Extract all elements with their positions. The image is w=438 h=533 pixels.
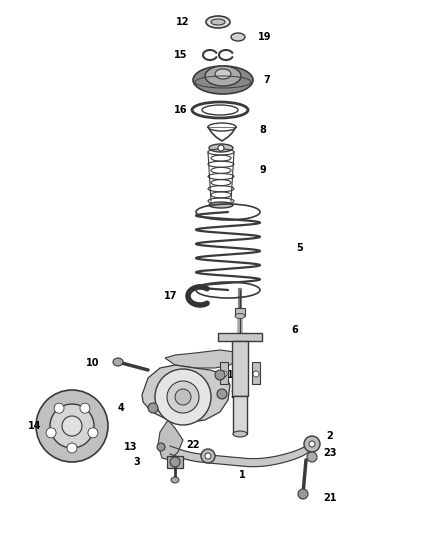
Bar (220, 362, 228, 384)
Bar (235, 308, 245, 316)
Circle shape (167, 381, 199, 413)
Circle shape (62, 416, 82, 436)
Text: 8: 8 (260, 125, 266, 135)
Text: 17: 17 (164, 291, 178, 301)
Bar (232, 341, 248, 396)
Ellipse shape (209, 144, 233, 152)
Ellipse shape (235, 313, 245, 319)
Circle shape (157, 443, 165, 451)
Text: 14: 14 (28, 421, 42, 431)
Ellipse shape (233, 431, 247, 437)
Ellipse shape (231, 33, 245, 41)
Circle shape (201, 449, 215, 463)
Circle shape (215, 370, 225, 380)
Circle shape (221, 371, 227, 377)
Circle shape (304, 436, 320, 452)
Circle shape (298, 489, 308, 499)
Circle shape (80, 403, 90, 413)
Text: 11: 11 (227, 370, 241, 380)
Text: 12: 12 (176, 17, 190, 27)
Text: 2: 2 (327, 431, 333, 441)
Circle shape (170, 457, 180, 467)
Circle shape (46, 428, 56, 438)
Text: 23: 23 (323, 448, 337, 458)
Circle shape (50, 404, 94, 448)
Ellipse shape (113, 358, 123, 366)
Text: 16: 16 (174, 105, 188, 115)
Circle shape (67, 443, 77, 453)
Ellipse shape (209, 202, 233, 208)
Circle shape (155, 369, 211, 425)
Text: 13: 13 (124, 442, 138, 452)
Polygon shape (158, 420, 183, 460)
Circle shape (175, 389, 191, 405)
Text: 7: 7 (264, 75, 270, 85)
Ellipse shape (215, 69, 231, 79)
Text: 9: 9 (260, 165, 266, 175)
Text: 21: 21 (323, 493, 337, 503)
Text: 6: 6 (292, 325, 298, 335)
Ellipse shape (171, 477, 179, 483)
Polygon shape (170, 441, 310, 467)
Text: 20: 20 (230, 390, 244, 400)
Text: 22: 22 (186, 440, 200, 450)
Bar (167, 456, 183, 468)
Text: 19: 19 (258, 32, 272, 42)
Text: 15: 15 (174, 50, 188, 60)
Text: 3: 3 (134, 457, 140, 467)
Circle shape (217, 389, 227, 399)
Text: 5: 5 (297, 243, 304, 253)
Text: 1: 1 (239, 470, 245, 480)
Text: 4: 4 (118, 403, 124, 413)
Ellipse shape (205, 66, 241, 86)
Circle shape (307, 452, 317, 462)
Circle shape (88, 428, 98, 438)
Ellipse shape (211, 19, 225, 25)
Text: 10: 10 (86, 358, 100, 368)
Circle shape (148, 403, 158, 413)
Circle shape (253, 371, 259, 377)
Bar (252, 362, 260, 384)
Polygon shape (142, 365, 230, 423)
Circle shape (36, 390, 108, 462)
Circle shape (205, 453, 211, 459)
Ellipse shape (193, 66, 253, 94)
Polygon shape (165, 350, 240, 368)
Circle shape (54, 403, 64, 413)
Circle shape (218, 145, 224, 151)
Circle shape (309, 441, 315, 447)
Ellipse shape (206, 16, 230, 28)
Bar (233, 396, 247, 434)
Bar (218, 333, 262, 341)
